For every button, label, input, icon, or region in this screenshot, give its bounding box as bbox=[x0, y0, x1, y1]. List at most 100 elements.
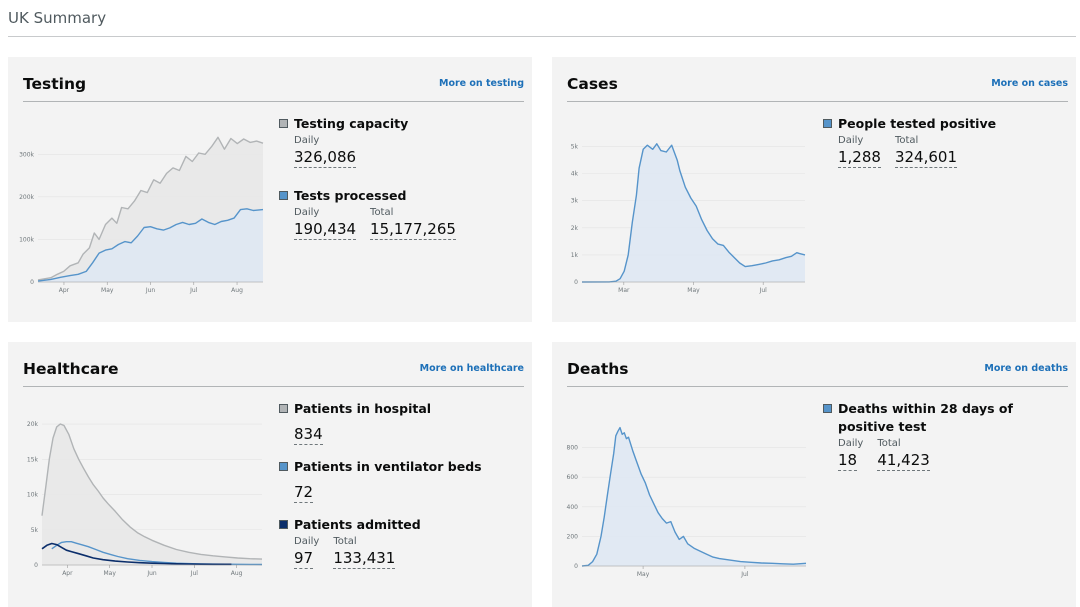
stat-label: Total bbox=[333, 536, 357, 547]
metric-heading: Deaths within 28 days of positive test bbox=[823, 400, 1063, 436]
legend-swatch bbox=[279, 119, 288, 128]
metric-name: Patients in ventilator beds bbox=[294, 459, 482, 474]
more-on-deaths-link[interactable]: More on deaths bbox=[984, 363, 1068, 374]
x-tick-label: Jul bbox=[740, 571, 749, 578]
legend-swatch bbox=[279, 520, 288, 529]
x-tick-label: May bbox=[637, 571, 650, 578]
metric-heading: Patients admitted bbox=[279, 516, 519, 534]
stat: Total 15,177,265 bbox=[370, 207, 456, 240]
legend-swatch bbox=[279, 462, 288, 471]
series-area-0 bbox=[582, 143, 805, 282]
x-tick-label: Jul bbox=[189, 287, 198, 294]
stat-label: Total bbox=[894, 135, 919, 146]
stat: Daily 326,086 bbox=[294, 135, 357, 168]
stat-value[interactable]: 190,434 bbox=[294, 220, 357, 240]
y-tick-label: 10k bbox=[27, 492, 39, 499]
y-tick-label: 100k bbox=[19, 236, 34, 243]
card-divider bbox=[23, 386, 524, 387]
x-tick-label: Jun bbox=[145, 287, 156, 294]
testing-card: Testing More on testing 0 100k 200k 300k Apr… bbox=[8, 57, 532, 322]
metric-testing-capacity: Testing capacity Daily 326,086 bbox=[279, 115, 519, 168]
metric-name: Patients in hospital bbox=[294, 401, 432, 416]
metric-heading: Patients in ventilator beds bbox=[279, 458, 519, 476]
stat-label: Daily bbox=[838, 438, 864, 449]
stat-label: Daily bbox=[294, 536, 320, 547]
y-tick-label: 15k bbox=[27, 456, 39, 463]
y-tick-label: 3k bbox=[571, 198, 579, 205]
series-line-1 bbox=[37, 208, 264, 282]
y-tick-label: 0 bbox=[34, 562, 38, 569]
series-line-2 bbox=[41, 542, 232, 566]
metric-name: Tests processed bbox=[294, 188, 407, 203]
title-divider bbox=[8, 36, 1076, 37]
y-tick-label: 400 bbox=[567, 504, 579, 511]
metric-stats: Daily 190,434 Total 15,177,265 bbox=[294, 207, 519, 240]
stat-label: Total bbox=[877, 438, 901, 449]
y-tick-label: 0 bbox=[30, 279, 34, 286]
series-area-0 bbox=[42, 424, 262, 565]
metric-tests-processed: Tests processed Daily 190,434 Total 15,177,2… bbox=[279, 187, 519, 240]
card-title: Testing bbox=[23, 75, 87, 93]
card-title: Deaths bbox=[567, 360, 629, 378]
deaths-card: Deaths More on deaths 0 200 400 600 800 May Ju… bbox=[552, 342, 1076, 607]
stat-value[interactable]: 133,431 bbox=[333, 549, 396, 569]
stat-value[interactable]: 18 bbox=[838, 451, 858, 471]
deaths-chart: 0 200 400 600 800 May Jul bbox=[567, 426, 807, 578]
x-tick-label: May bbox=[687, 287, 700, 294]
stat-value[interactable]: 97 bbox=[294, 549, 314, 569]
stat-value[interactable]: 324,601 bbox=[894, 148, 957, 168]
metric-stats: 72 bbox=[294, 478, 519, 503]
stat-value[interactable]: 72 bbox=[294, 483, 314, 503]
metric-stats: Daily 18 Total 41,423 bbox=[838, 438, 1063, 471]
card-divider bbox=[23, 101, 524, 102]
metric-patients-admitted: Patients admitted Daily 97 Total 133,431 bbox=[279, 516, 519, 569]
more-on-testing-link[interactable]: More on testing bbox=[438, 78, 524, 89]
x-tick-label: Aug bbox=[231, 570, 243, 577]
testing-chart: 0 100k 200k 300k Apr May Jun Jul Aug bbox=[19, 136, 264, 294]
stat-value[interactable]: 326,086 bbox=[294, 148, 357, 168]
cases-card: Cases More on cases 0 1k 2k 3k 4k 5k Mar May Jul… bbox=[552, 57, 1076, 322]
metric-name: Patients admitted bbox=[294, 517, 421, 532]
metric-heading: Tests processed bbox=[279, 187, 519, 205]
metric-stats: Daily 1,288 Total 324,601 bbox=[838, 135, 1063, 168]
x-tick-label: Jul bbox=[190, 570, 199, 577]
metric-heading: People tested positive bbox=[823, 115, 1063, 133]
y-tick-label: 0 bbox=[574, 279, 578, 286]
more-on-healthcare-link[interactable]: More on healthcare bbox=[419, 363, 524, 374]
stat-label: Daily bbox=[294, 135, 320, 146]
stat: Total 133,431 bbox=[333, 536, 396, 569]
y-tick-label: 300k bbox=[19, 151, 34, 158]
series-area-0 bbox=[582, 427, 806, 566]
x-tick-label: Apr bbox=[62, 570, 73, 577]
stat: Daily 1,288 bbox=[838, 135, 881, 168]
stat-label: Daily bbox=[838, 135, 864, 146]
metric-heading: Testing capacity bbox=[279, 115, 519, 133]
healthcare-card: Healthcare More on healthcare 0 5k 10k 15k 2… bbox=[8, 342, 532, 607]
stat-value[interactable]: 41,423 bbox=[877, 451, 930, 471]
metric-heading: Patients in hospital bbox=[279, 400, 519, 418]
x-tick-label: May bbox=[101, 287, 114, 294]
stat-label: Total bbox=[370, 207, 394, 218]
more-on-cases-link[interactable]: More on cases bbox=[991, 78, 1068, 89]
x-tick-label: Aug bbox=[231, 287, 243, 294]
cases-chart: 0 1k 2k 3k 4k 5k Mar May Jul bbox=[571, 143, 806, 294]
x-tick-label: Mar bbox=[618, 287, 630, 294]
stat: Daily 97 bbox=[294, 536, 319, 569]
y-tick-label: 200k bbox=[19, 194, 34, 201]
y-tick-label: 800 bbox=[567, 445, 579, 452]
stat: Total 41,423 bbox=[877, 438, 930, 471]
card-divider bbox=[567, 101, 1068, 102]
healthcare-chart: 0 5k 10k 15k 20k Apr May Jun Jul Aug bbox=[27, 421, 263, 577]
metric-stats: Daily 97 Total 133,431 bbox=[294, 536, 519, 569]
stat-value[interactable]: 834 bbox=[294, 425, 323, 445]
metric-stats: Daily 326,086 bbox=[294, 135, 519, 168]
series-area-1 bbox=[38, 208, 263, 282]
metric-patients-in-hospital: Patients in hospital 834 bbox=[279, 400, 519, 445]
y-tick-label: 5k bbox=[571, 144, 579, 151]
x-tick-label: Jun bbox=[146, 570, 157, 577]
card-title: Cases bbox=[567, 75, 618, 93]
legend-swatch bbox=[279, 404, 288, 413]
stat-value[interactable]: 15,177,265 bbox=[370, 220, 456, 240]
metric-name: Deaths within 28 days of positive test bbox=[838, 401, 1013, 434]
stat-value[interactable]: 1,288 bbox=[838, 148, 881, 168]
